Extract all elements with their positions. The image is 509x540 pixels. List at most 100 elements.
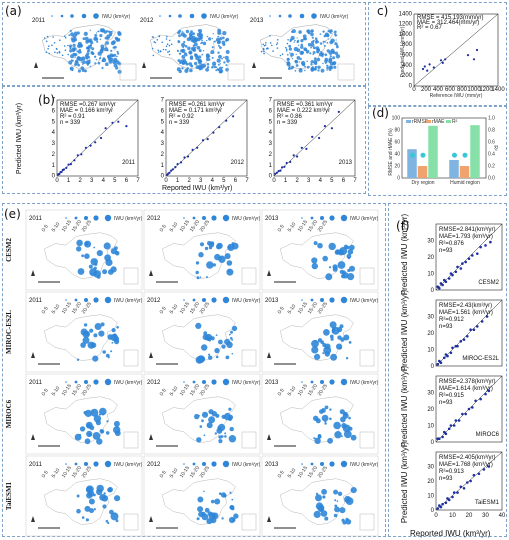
iwu-dot	[189, 34, 192, 37]
iwu-dot	[194, 39, 198, 43]
iwu-dot	[71, 59, 74, 62]
iwu-dot	[198, 29, 203, 33]
legend-dot	[288, 14, 292, 18]
legend-dot	[320, 380, 324, 384]
iwu-dot	[217, 44, 220, 47]
iwu-dot	[336, 500, 339, 502]
iwu-dot	[313, 241, 318, 246]
iwu-dot	[221, 414, 226, 419]
y-tick-label: 1	[52, 163, 56, 169]
data-point	[94, 141, 97, 144]
iwu-dot	[56, 48, 58, 50]
iwu-dot	[205, 67, 209, 72]
data-point	[449, 272, 453, 275]
map-year: 2011	[29, 462, 43, 468]
bar-rRMSE	[449, 160, 459, 178]
legend-dot	[65, 217, 67, 219]
iwu-dot	[170, 43, 173, 45]
stat-label: R² = 0.67	[417, 25, 443, 31]
map-frame	[25, 455, 143, 537]
iwu-dot	[53, 42, 56, 44]
iwu-dot	[105, 62, 109, 66]
iwu-dot	[199, 242, 205, 247]
iwu-dot	[291, 30, 294, 33]
iwu-dot	[219, 69, 224, 74]
stat-label: RMSE=2.43(km³/yr)	[439, 303, 492, 309]
iwu-dot	[214, 347, 220, 354]
iwu-dot	[95, 420, 101, 426]
iwu-dot	[324, 343, 331, 350]
y-tick-label: 3	[161, 141, 165, 147]
y-tick-label: 400	[402, 63, 413, 69]
iwu-dot	[327, 38, 329, 40]
map-frame	[143, 291, 261, 373]
bin-label: 0-5	[277, 224, 286, 234]
legend-dot	[340, 378, 348, 386]
iwu-dot	[80, 51, 82, 53]
iwu-dot	[84, 253, 90, 259]
iwu-dot	[81, 254, 84, 258]
iwu-dot	[78, 48, 81, 52]
stat-label: n=93	[439, 400, 453, 406]
iwu-dot	[350, 487, 357, 494]
legend-dot	[183, 381, 185, 383]
iwu-dot	[195, 270, 199, 275]
bar-chart-d: Dry region Humid region 0 20 40 60 80 100 0.0 0.2…	[388, 116, 498, 187]
iwu-dot	[200, 36, 203, 40]
iwu-dot	[63, 45, 66, 47]
stat-label: MAE = 0.166 km³/yr	[60, 108, 113, 114]
north-arrow	[149, 270, 153, 276]
data-point	[452, 491, 456, 494]
legend-dot	[65, 299, 67, 301]
iwu-dot	[221, 57, 223, 60]
legend-label: IWU (km³/yr)	[232, 380, 261, 386]
iwu-dot	[285, 50, 288, 52]
data-point	[439, 505, 443, 509]
data-point	[439, 361, 443, 364]
iwu-dot	[294, 69, 297, 72]
legend-dot	[222, 460, 230, 468]
iwu-dot	[84, 70, 87, 73]
bin-label: 20-25	[317, 219, 329, 233]
iwu-dot	[93, 333, 98, 338]
iwu-dot	[231, 352, 234, 355]
bin-label: 0-5	[159, 388, 168, 398]
bin-label: 5-10	[287, 467, 298, 479]
inset-box	[241, 431, 257, 449]
legend-dot	[104, 214, 112, 222]
iwu-dot	[288, 47, 292, 51]
plot-title: MIROC6	[476, 432, 500, 438]
iwu-dot	[310, 46, 312, 49]
bin-label: 5-10	[287, 385, 298, 397]
iwu-dot	[217, 69, 219, 71]
iwu-dot	[76, 246, 82, 252]
iwu-dot	[277, 39, 279, 41]
iwu-dot	[337, 261, 346, 269]
d-ylabel: RMSE and rMAE (%)	[388, 128, 394, 176]
iwu-dot	[107, 356, 110, 359]
x-tick-label: 200	[421, 87, 432, 93]
iwu-dot	[221, 40, 226, 45]
iwu-dot	[332, 61, 336, 66]
iwu-dot	[61, 54, 64, 57]
map-frame	[143, 455, 261, 537]
x-tick-label: 0	[412, 87, 416, 93]
legend-dot	[320, 216, 324, 220]
iwu-dot	[317, 242, 323, 249]
legend-label: IWU (km³/yr)	[232, 462, 261, 468]
iwu-dot	[97, 61, 101, 65]
iwu-dot	[64, 36, 67, 39]
data-point	[452, 424, 456, 427]
y-tick-label: 2	[269, 152, 273, 158]
iwu-dot	[225, 355, 230, 360]
iwu-dot	[99, 49, 103, 54]
china-outline	[149, 24, 224, 70]
legend-label: IWU (km³/yr)	[102, 14, 131, 20]
bin-label: 5-10	[51, 303, 62, 315]
iwu-dot	[336, 343, 343, 350]
bar-rMAE	[459, 166, 470, 178]
x-tick-label: 1400	[491, 87, 505, 93]
y-tick-label: 20	[427, 331, 434, 337]
map-frame	[261, 455, 379, 537]
